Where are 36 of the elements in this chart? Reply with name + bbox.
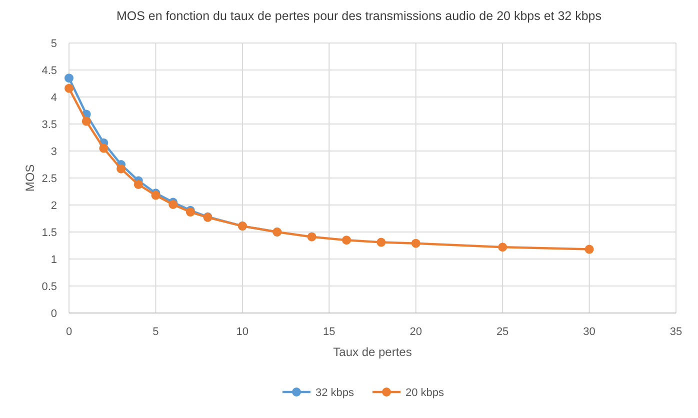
chart-title: MOS en fonction du taux de pertes pour des transmissions audio de 20 kbps et 32 kbps [116,9,602,23]
x-tick-label: 5 [152,326,159,338]
y-tick-label: 2.5 [42,172,57,185]
legend-label: 32 kbps [316,386,355,399]
y-tick-label: 1 [50,254,57,266]
y-tick-label: 5 [50,38,57,50]
y-tick-label: 4.5 [42,64,57,77]
point [116,164,126,174]
y-tick-label: 1.5 [42,226,57,239]
y-tick-label: 0 [50,308,57,320]
x-axis-title: Taux de pertes [333,345,412,359]
x-tick-label: 25 [496,326,509,338]
point [99,144,108,153]
point [411,238,420,248]
x-tick-label: 15 [323,326,336,338]
y-tick-label: 0.5 [42,280,57,293]
x-tick-label: 10 [236,326,249,338]
y-axis-title: MOS [23,164,37,192]
y-tick-label: 4 [50,92,57,104]
point [376,238,386,247]
x-tick-label: 30 [583,326,596,338]
point [64,74,74,83]
point [498,242,508,252]
y-tick-label: 3 [50,146,57,158]
x-tick-label: 0 [66,326,72,338]
y-tick-label: 3.5 [42,118,57,131]
x-tick-label: 20 [410,326,422,338]
y-tick-label: 2 [50,200,57,212]
point [134,180,143,189]
x-tick-label: 35 [670,326,682,338]
point [584,244,594,254]
legend-label: 20 kbps [406,386,445,399]
point [307,232,316,242]
point [342,236,351,245]
point [82,116,91,126]
point [64,84,74,93]
